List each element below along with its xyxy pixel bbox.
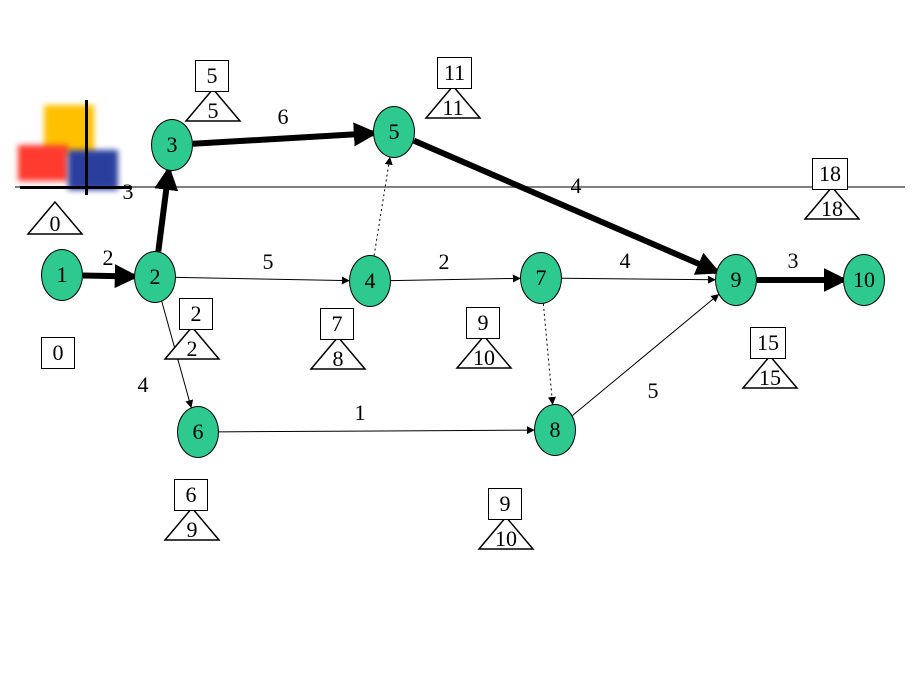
edge-weight-5-9: 4	[571, 173, 582, 199]
node-7: 7	[520, 252, 562, 304]
annotation-box: 7	[320, 308, 354, 340]
diagram-canvas: 12345678910 23546241453 0055227811119106…	[0, 0, 920, 690]
edge-weight-3-5: 6	[278, 104, 289, 130]
node-1: 1	[41, 249, 83, 301]
node-6: 6	[177, 406, 219, 458]
annotation-box: 6	[174, 479, 208, 511]
edge-weight-2-3: 3	[123, 179, 134, 205]
annotation-triangle	[165, 327, 219, 359]
annotation-box: 18	[812, 158, 848, 190]
edge-weight-6-8: 1	[355, 400, 366, 426]
node-8: 8	[534, 404, 576, 456]
annotation-triangle	[165, 508, 219, 540]
node-label: 8	[550, 417, 561, 443]
node-5: 5	[373, 106, 415, 158]
node-4: 4	[349, 255, 391, 307]
edge-weight-2-6: 4	[138, 372, 149, 398]
node-label: 4	[365, 268, 376, 294]
node-label: 2	[150, 264, 161, 290]
annotation-box: 9	[466, 307, 500, 339]
annotation-triangle	[457, 336, 511, 368]
node-label: 6	[193, 419, 204, 445]
node-2: 2	[134, 251, 176, 303]
node-label: 1	[57, 262, 68, 288]
edge-weight-2-4: 5	[263, 249, 274, 275]
node-9: 9	[715, 254, 757, 306]
node-3: 3	[151, 119, 193, 171]
node-label: 7	[536, 265, 547, 291]
annotation-triangle	[28, 202, 82, 234]
node-label: 9	[731, 267, 742, 293]
annotation-triangle	[743, 356, 797, 388]
edge-weight-1-2: 2	[103, 245, 114, 271]
annotation-box: 11	[437, 57, 472, 89]
node-label: 3	[167, 132, 178, 158]
node-label: 10	[853, 267, 875, 293]
annotation-box: 5	[195, 60, 229, 92]
edge-weight-4-7: 2	[439, 249, 450, 275]
annotation-triangle	[311, 337, 365, 369]
edge-weight-7-9: 4	[620, 248, 631, 274]
node-label: 5	[389, 119, 400, 145]
annotation-box: 0	[41, 337, 75, 369]
annotation-triangle	[426, 86, 480, 118]
annotation-box: 2	[179, 298, 213, 330]
annotation-triangle	[479, 517, 533, 549]
annotation-triangle	[805, 187, 859, 219]
edge-weight-9-10: 3	[788, 248, 799, 274]
node-10: 10	[843, 254, 885, 306]
edge-weight-8-9: 5	[648, 378, 659, 404]
annotation-box: 9	[488, 488, 522, 520]
annotation-triangle	[186, 89, 240, 121]
annotation-box: 15	[750, 327, 786, 359]
